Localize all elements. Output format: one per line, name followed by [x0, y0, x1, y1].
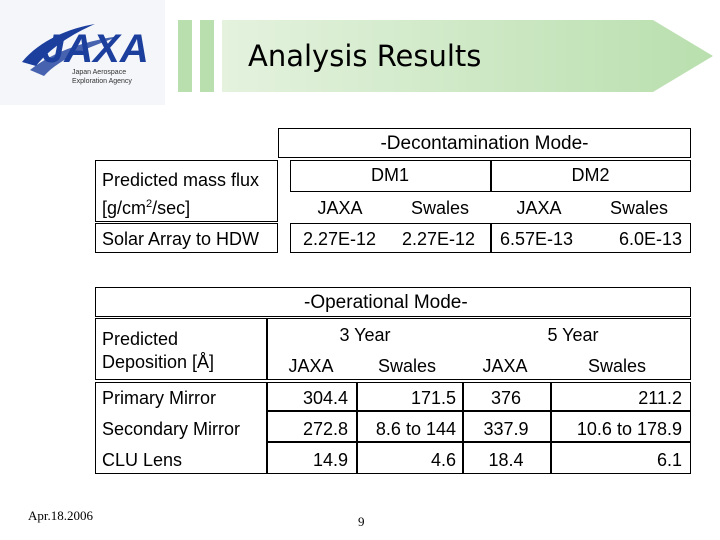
oper-value-clu-5y-swales: 6.1 [656, 450, 682, 470]
jaxa-logo: JAXA Japan Aerospace Exploration Agency [0, 0, 165, 105]
oper-group-header-box [267, 318, 691, 380]
oper-group-3-year: 3 Year [339, 325, 391, 345]
oper-row-label-primary-mirror: Primary Mirror [102, 388, 216, 408]
page-number: 9 [358, 514, 365, 529]
oper-values-col-divider-2 [462, 382, 464, 474]
decon-row-label: Solar Array to HDW [102, 229, 260, 249]
oper-value-secondary-5y-jaxa: 337.9 [483, 419, 529, 439]
svg-text:Exploration Agency: Exploration Agency [72, 78, 132, 85]
oper-row-label-secondary-mirror: Secondary Mirror [102, 419, 241, 439]
decon-value-dm2-jaxa: 6.57E-13 [500, 229, 574, 249]
decon-values-divider [490, 223, 492, 253]
decon-group-dm2: DM2 [571, 165, 610, 185]
jaxa-logo-icon: JAXA Japan Aerospace Exploration Agency [0, 0, 165, 105]
oper-col-swales-1: Swales [377, 356, 437, 376]
oper-row-header-line1: Predicted [102, 329, 179, 349]
decon-row-label-box [95, 223, 278, 253]
decon-row-header-line2: [g/cm2/sec] [102, 198, 191, 218]
oper-value-primary-3y-jaxa: 304.4 [302, 388, 348, 408]
oper-value-clu-3y-swales: 4.6 [430, 450, 456, 470]
oper-row-label-clu-lens: CLU Lens [102, 450, 183, 470]
decon-col-swales-2: Swales [609, 198, 669, 218]
decon-col-swales-1: Swales [410, 198, 470, 218]
decon-group-dm1: DM1 [370, 165, 409, 185]
decon-group-divider [490, 160, 492, 192]
oper-value-clu-3y-jaxa: 14.9 [312, 450, 348, 470]
oper-values-row-divider-1 [267, 410, 691, 412]
oper-row-labels-box [95, 382, 267, 474]
oper-col-swales-2: Swales [587, 356, 647, 376]
oper-value-primary-5y-swales: 211.2 [638, 388, 682, 408]
decon-mode-label: -Decontamination Mode- [380, 133, 589, 154]
svg-text:Japan Aerospace: Japan Aerospace [72, 69, 126, 76]
oper-value-secondary-3y-jaxa: 272.8 [302, 419, 348, 439]
oper-col-jaxa-2: JAXA [482, 356, 528, 376]
oper-mode-label: -Operational Mode- [304, 292, 468, 313]
decon-value-dm1-jaxa: 2.27E-12 [303, 229, 377, 249]
oper-values-box [267, 382, 691, 474]
decon-value-dm1-swales: 2.27E-12 [402, 229, 476, 249]
decon-row-header-box [95, 160, 278, 222]
oper-value-secondary-3y-swales: 8.6 to 144 [375, 419, 456, 439]
decon-row-header-line1: Predicted mass flux [102, 170, 260, 190]
oper-mode-header-box [95, 287, 691, 317]
title-banner: Analysis Results [178, 18, 718, 94]
oper-group-5-year: 5 Year [547, 325, 599, 345]
decon-col-jaxa-1: JAXA [317, 198, 363, 218]
oper-col-jaxa-1: JAXA [288, 356, 334, 376]
oper-value-clu-5y-jaxa: 18.4 [488, 450, 524, 470]
decon-mode-header-box [278, 128, 691, 158]
decon-col-jaxa-2: JAXA [516, 198, 562, 218]
oper-value-primary-5y-jaxa: 376 [490, 388, 522, 408]
oper-values-row-divider-2 [267, 441, 691, 443]
oper-values-col-divider-3 [550, 382, 552, 474]
oper-value-secondary-5y-swales: 10.6 to 178.9 [576, 419, 682, 439]
oper-row-header-box [95, 318, 267, 380]
oper-values-col-divider-1 [356, 382, 358, 474]
svg-text:JAXA: JAXA [42, 27, 149, 71]
oper-value-primary-3y-swales: 171.5 [410, 388, 456, 408]
oper-row-header-line2: Deposition [Å] [102, 352, 215, 372]
banner-arrow-shape [178, 20, 713, 92]
decon-value-dm2-swales: 6.0E-13 [618, 229, 682, 249]
footer-date: Apr.18.2006 [28, 508, 93, 523]
page-title: Analysis Results [248, 39, 482, 73]
